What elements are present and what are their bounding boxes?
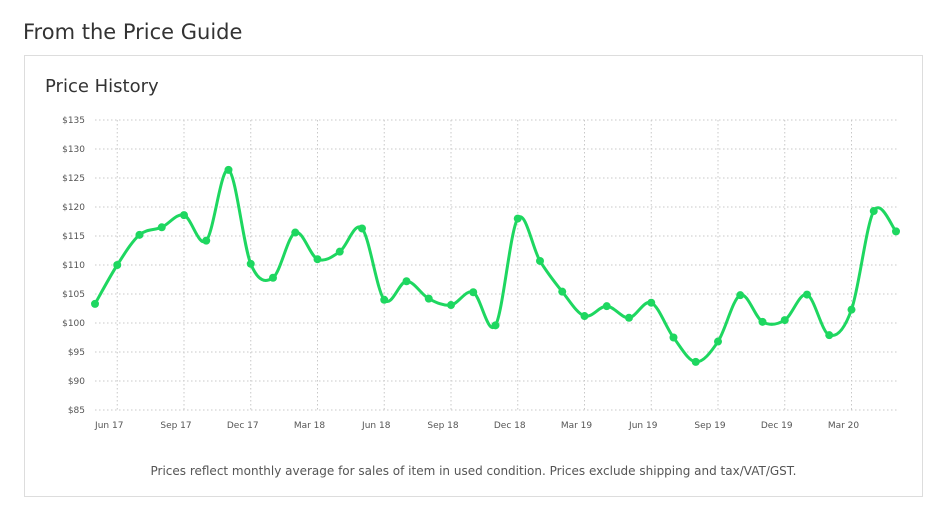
- data-point[interactable]: [180, 211, 188, 220]
- x-tick-label: Dec 18: [494, 421, 526, 431]
- data-point[interactable]: [625, 313, 633, 322]
- data-point[interactable]: [536, 256, 544, 265]
- page-title: From the Price Guide: [23, 20, 243, 44]
- x-axis-ticks: Jun 17 Sep 17 Dec 17 Mar 18 Jun 18 Sep 18 Dec …: [94, 421, 859, 431]
- data-point[interactable]: [202, 236, 211, 245]
- x-tick-label: Sep 17: [160, 421, 191, 431]
- data-point[interactable]: [135, 230, 144, 239]
- data-point[interactable]: [558, 287, 567, 296]
- x-tick-label: Mar 18: [294, 421, 326, 431]
- data-point[interactable]: [602, 302, 611, 311]
- data-point[interactable]: [358, 224, 366, 233]
- data-point[interactable]: [424, 294, 433, 303]
- y-tick-label: $110: [62, 261, 85, 271]
- x-tick-label: Mar 20: [828, 421, 860, 431]
- data-point[interactable]: [803, 290, 811, 299]
- x-tick-label: Mar 19: [561, 421, 593, 431]
- data-point[interactable]: [269, 273, 277, 282]
- grid-layer: [95, 119, 897, 411]
- data-point[interactable]: [447, 301, 455, 310]
- y-tick-label: $125: [62, 174, 85, 184]
- price-history-card: Price History $85 $90 $95 $100 $105 $110 $115 $…: [24, 55, 923, 497]
- chart-title: Price History: [45, 76, 159, 97]
- x-tick-label: Jun 17: [94, 421, 123, 431]
- data-point[interactable]: [246, 259, 255, 268]
- data-point[interactable]: [513, 214, 522, 223]
- data-point[interactable]: [113, 261, 122, 269]
- chart-footnote: Prices reflect monthly average for sales…: [150, 464, 797, 478]
- data-point[interactable]: [758, 317, 767, 326]
- y-tick-label: $130: [62, 145, 85, 155]
- data-point[interactable]: [580, 312, 589, 321]
- y-axis-ticks: $85 $90 $95 $100 $105 $110 $115 $120 $125 $130 $13…: [62, 116, 85, 416]
- x-tick-label: Dec 19: [761, 421, 793, 431]
- data-point[interactable]: [402, 277, 411, 286]
- data-point[interactable]: [892, 227, 900, 236]
- x-tick-label: Dec 17: [227, 421, 259, 431]
- x-tick-label: Sep 18: [427, 421, 459, 431]
- data-point[interactable]: [469, 288, 478, 297]
- y-tick-label: $105: [62, 290, 85, 300]
- y-tick-label: $90: [68, 377, 85, 387]
- data-point[interactable]: [825, 331, 834, 340]
- data-points: [91, 165, 900, 366]
- data-point[interactable]: [491, 321, 500, 330]
- x-tick-label: Jun 19: [628, 421, 658, 431]
- y-tick-label: $135: [62, 116, 85, 126]
- data-point[interactable]: [157, 223, 166, 232]
- data-point[interactable]: [224, 165, 233, 174]
- data-point[interactable]: [291, 228, 300, 237]
- y-tick-label: $115: [62, 232, 85, 242]
- data-point[interactable]: [691, 357, 700, 366]
- y-tick-label: $120: [62, 203, 85, 213]
- y-tick-label: $95: [68, 348, 85, 358]
- data-point[interactable]: [647, 298, 656, 307]
- data-point[interactable]: [714, 337, 722, 346]
- data-point[interactable]: [313, 255, 322, 264]
- y-tick-label: $85: [68, 406, 85, 416]
- price-line: [93, 168, 898, 364]
- data-point[interactable]: [736, 291, 745, 300]
- data-point[interactable]: [869, 207, 878, 216]
- data-point[interactable]: [780, 316, 789, 325]
- data-point[interactable]: [91, 299, 99, 308]
- data-point[interactable]: [847, 305, 856, 314]
- price-history-chart: $85 $90 $95 $100 $105 $110 $115 $120 $125 $130 $13…: [62, 116, 900, 431]
- y-tick-label: $100: [62, 319, 85, 329]
- data-point[interactable]: [380, 295, 389, 304]
- data-point[interactable]: [335, 247, 344, 256]
- data-point[interactable]: [669, 333, 678, 342]
- x-tick-label: Sep 19: [694, 421, 726, 431]
- x-tick-label: Jun 18: [361, 421, 391, 431]
